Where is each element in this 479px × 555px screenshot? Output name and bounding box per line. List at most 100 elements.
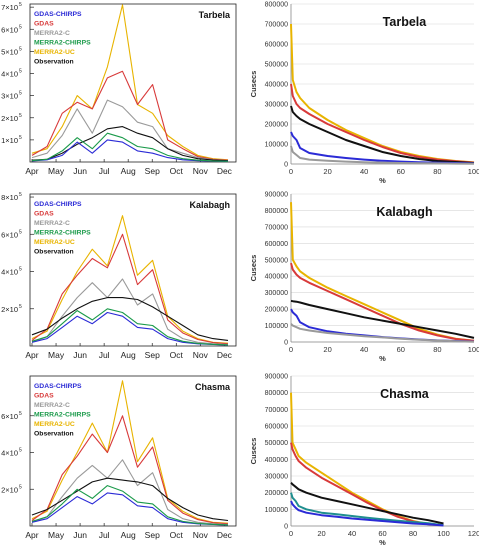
- kalabagh-series-merra2-chirps: [31, 308, 229, 346]
- tarbela-ytick-exponent: 5: [19, 24, 22, 30]
- tarbela-xtick-label: Apr: [25, 166, 38, 176]
- chasma-fdc-chart: 0 100000 200000 300000 400000 500000 600000 700…: [249, 374, 479, 548]
- tarbela-ytick-exponent: 5: [19, 2, 22, 8]
- tarbela-ytick-label: 2×10: [1, 114, 18, 123]
- tarbela-ytick-label: 1×10: [1, 136, 18, 145]
- tarbela-xtick-label: Jul: [99, 166, 110, 176]
- chasma-ytick-exponent: 5: [19, 448, 22, 454]
- tarbela-legend-merra2-c: MERRA2-C: [34, 30, 70, 37]
- chasma-legend-gdas: GDAS: [34, 393, 54, 400]
- kalabagh-ytick-label: 2×10: [1, 305, 18, 314]
- tarbela-ytick-exponent: 5: [19, 113, 22, 119]
- chasma-xtick-label: May: [48, 530, 65, 540]
- tarbela-ytick-label: 4×10: [1, 70, 18, 79]
- chasma-series-observation: [31, 477, 229, 522]
- kalabagh-series-merra2-uc: [31, 215, 229, 344]
- tarbela-xtick-label: Aug: [121, 166, 136, 176]
- tarbela-ytick-exponent: 5: [19, 69, 22, 75]
- kalabagh-xtick-label: May: [48, 350, 65, 360]
- kalabagh-legend-merra2-uc: MERRA2-UC: [34, 239, 75, 246]
- tarbela-fdc-xtick-label: 40: [360, 167, 368, 176]
- tarbela-fdc-ytick-label: 0: [284, 162, 288, 169]
- tarbela-fdc-ytick-label: 300000: [265, 102, 288, 109]
- kalabagh-fdc-ytick-label: 700000: [265, 224, 288, 231]
- chasma-xtick-label: Jul: [99, 530, 110, 540]
- tarbela-ytick-exponent: 5: [19, 135, 22, 141]
- tarbela-fdc-series-gdas: [290, 83, 475, 164]
- chasma-fdc-xtick-label: 100: [437, 529, 450, 538]
- kalabagh-legend-merra2-chirps: MERRA2-CHIRPS: [34, 230, 91, 237]
- tarbela-fdc-series-merra2-uc: [290, 23, 475, 164]
- chasma-fdc-ytick-label: 300000: [265, 474, 288, 481]
- kalabagh-chart-title: Kalabagh: [189, 200, 230, 210]
- chasma-fdc-series-gdas-chirps: [290, 500, 444, 527]
- kalabagh-fdc-ytick-label: 200000: [265, 307, 288, 314]
- chasma-fdc-ytick-label: 200000: [265, 490, 288, 497]
- tarbela-fdc-ytick-label: 600000: [265, 42, 288, 49]
- chasma-fdc-series-observation: [290, 482, 444, 525]
- chasma-fdc-ytick-label: 600000: [265, 424, 288, 431]
- tarbela-fdc-ytick-label: 500000: [265, 62, 288, 69]
- chasma-fdc-xtick-label: 40: [348, 529, 356, 538]
- tarbela-fdc-xtick-label: 60: [397, 167, 405, 176]
- chasma-fdc-series-teal: [290, 492, 444, 527]
- tarbela-ytick-exponent: 5: [19, 91, 22, 97]
- kalabagh-series-observation: [31, 297, 229, 341]
- tarbela-legend-gdas-chirps: GDAS-CHIRPS: [34, 11, 82, 18]
- kalabagh-xtick-label: Jul: [99, 350, 110, 360]
- kalabagh-fdc-xtick-label: 60: [397, 345, 405, 354]
- chasma-xtick-label: Oct: [170, 530, 184, 540]
- chasma-fdc-ytick-label: 100000: [265, 507, 288, 514]
- tarbela-legend-merra2-uc: MERRA2-UC: [34, 49, 75, 56]
- chasma-ytick-label: 6×10: [1, 412, 18, 421]
- kalabagh-ytick-label: 4×10: [1, 268, 18, 277]
- kalabagh-xtick-label: Nov: [193, 350, 209, 360]
- chasma-fdc-ytick-label: 900000: [265, 374, 288, 381]
- tarbela-fdc-xtick-label: 0: [289, 167, 293, 176]
- kalabagh-fdc-x-axis-label: %: [379, 354, 386, 363]
- tarbela-fdc-chart-title: Tarbela: [383, 15, 428, 29]
- chasma-legend-gdas-chirps: GDAS-CHIRPS: [34, 383, 82, 390]
- chasma-xtick-label: Dec: [217, 530, 233, 540]
- chasma-fdc-series-merra2-uc: [290, 392, 444, 527]
- tarbela-legend-gdas: GDAS: [34, 21, 54, 28]
- tarbela-fdc-series-observation: [290, 105, 475, 164]
- chasma-fdc-ytick-label: 700000: [265, 407, 288, 414]
- chasma-fdc-xtick-label: 80: [409, 529, 417, 538]
- kalabagh-fdc-ytick-label: 900000: [265, 192, 288, 199]
- tarbela-ytick-label: 7×10: [1, 3, 18, 12]
- kalabagh-ytick-exponent: 5: [19, 304, 22, 310]
- kalabagh-fdc-xtick-label: 100: [468, 345, 479, 354]
- kalabagh-fdc-xtick-label: 20: [323, 345, 331, 354]
- chasma-xtick-label: Nov: [193, 530, 209, 540]
- tarbela-fdc-y-axis-label: Cusecs: [249, 71, 258, 98]
- kalabagh-series-merra2-c: [31, 278, 229, 346]
- tarbela-ytick-exponent: 5: [19, 46, 22, 52]
- chasma-ytick-label: 2×10: [1, 485, 18, 494]
- kalabagh-fdc-chart-title: Kalabagh: [376, 205, 432, 219]
- tarbela-fdc-ytick-label: 400000: [265, 82, 288, 89]
- tarbela-ytick-label: 3×10: [1, 92, 18, 101]
- kalabagh-legend-gdas: GDAS: [34, 211, 54, 218]
- tarbela-series-gdas-chirps: [31, 139, 229, 162]
- tarbela-series-observation: [31, 126, 229, 162]
- chasma-series-merra2-chirps: [31, 485, 229, 526]
- tarbela-fdc-xtick-label: 100: [468, 167, 479, 176]
- chasma-fdc-x-axis-label: %: [379, 538, 386, 547]
- tarbela-plot-frame: [29, 3, 237, 163]
- kalabagh-ytick-exponent: 5: [19, 229, 22, 235]
- chasma-hydrograph-panel: 2×10 5 4×10 5 6×10 5 Apr May Jun Jul Aug Sep Oct Nov D…: [0, 372, 240, 550]
- tarbela-fdc-ytick-label: 800000: [265, 2, 288, 9]
- chasma-xtick-label: Jun: [73, 530, 87, 540]
- tarbela-xtick-label: Nov: [193, 166, 209, 176]
- kalabagh-fdc-panel: 0 100000 200000 300000 400000 500000 600000 700…: [246, 190, 479, 370]
- tarbela-xtick-label: Jun: [73, 166, 87, 176]
- tarbela-series-gdas: [31, 70, 229, 161]
- tarbela-xtick-label: Oct: [170, 166, 184, 176]
- kalabagh-xtick-label: Jun: [73, 350, 87, 360]
- tarbela-fdc-xtick-label: 20: [323, 167, 331, 176]
- chasma-xtick-label: Sep: [145, 530, 160, 540]
- kalabagh-fdc-ytick-label: 800000: [265, 208, 288, 215]
